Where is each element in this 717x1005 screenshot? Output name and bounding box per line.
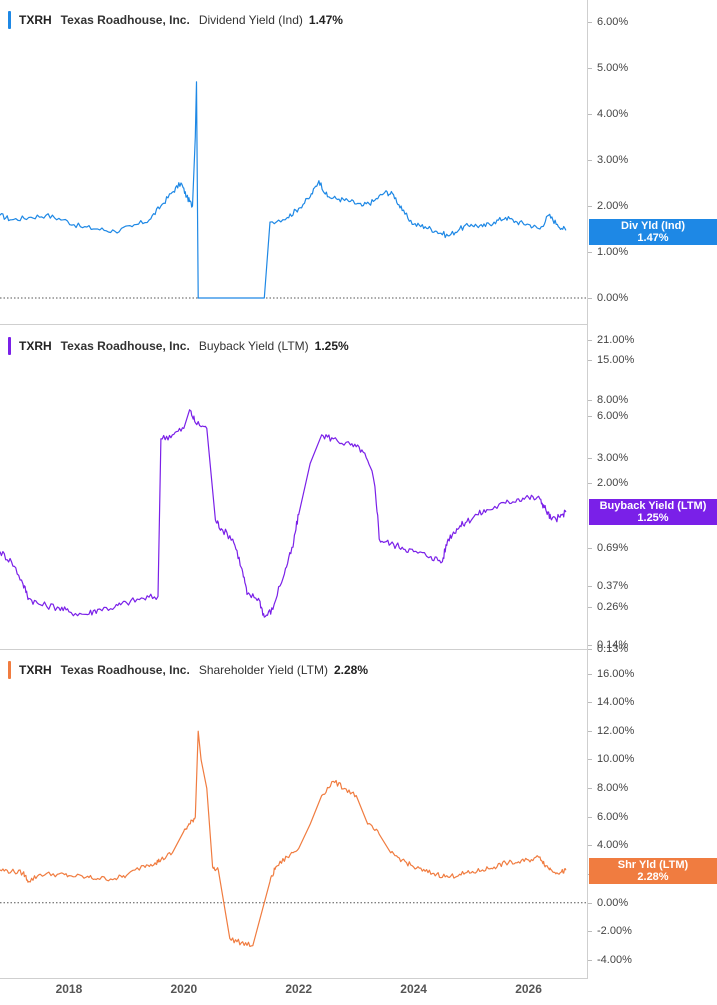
y-tick-mark bbox=[588, 114, 592, 115]
y-tick-label: 0.26% bbox=[597, 601, 629, 613]
y-tick-label: 0.37% bbox=[597, 580, 629, 592]
y-tick-mark bbox=[588, 788, 592, 789]
x-axis-line bbox=[0, 978, 588, 979]
badge-value: 1.47% bbox=[637, 232, 669, 244]
buyback-yield-header[interactable]: TXRH Texas Roadhouse, Inc. Buyback Yield… bbox=[8, 334, 355, 358]
y-tick-label: 6.00% bbox=[597, 16, 629, 28]
y-tick-label: 12.00% bbox=[597, 725, 635, 737]
y-tick-mark bbox=[588, 607, 592, 608]
company-name: Texas Roadhouse, Inc. bbox=[60, 663, 190, 677]
shareholder-yield-badge: Shr Yld (LTM) 2.28% bbox=[589, 858, 717, 884]
metric-name: Dividend Yield (Ind) bbox=[198, 13, 303, 27]
y-tick-mark bbox=[588, 252, 592, 253]
company-name: Texas Roadhouse, Inc. bbox=[60, 339, 190, 353]
y-tick-label: 8.00% bbox=[597, 782, 629, 794]
buyback-yield-badge: Buyback Yield (LTM) 1.25% bbox=[589, 499, 717, 525]
shareholder-yield-header[interactable]: TXRH Texas Roadhouse, Inc. Shareholder Y… bbox=[8, 658, 375, 682]
y-tick-mark bbox=[588, 160, 592, 161]
shareholder-yield-chart bbox=[0, 730, 586, 947]
y-tick-mark bbox=[588, 759, 592, 760]
dividend-yield-chart bbox=[0, 81, 586, 299]
y-tick-mark bbox=[588, 400, 592, 401]
y-tick-mark bbox=[588, 22, 592, 23]
panel-divider-2 bbox=[0, 649, 588, 650]
y-tick-mark bbox=[588, 845, 592, 846]
y-tick-label: 5.00% bbox=[597, 62, 629, 74]
y-tick-mark bbox=[588, 586, 592, 587]
y-tick-label: 1.00% bbox=[597, 246, 629, 258]
y-tick-label: 15.00% bbox=[597, 354, 635, 366]
series-line bbox=[0, 81, 567, 299]
y-tick-label: 3.00% bbox=[597, 452, 629, 464]
y-tick-mark bbox=[588, 702, 592, 703]
y-tick-mark bbox=[588, 649, 592, 650]
y-tick-mark bbox=[588, 68, 592, 69]
metric-value: 2.28% bbox=[334, 663, 369, 677]
y-tick-mark bbox=[588, 674, 592, 675]
y-tick-mark bbox=[588, 206, 592, 207]
badge-label: Shr Yld (LTM) bbox=[617, 859, 689, 871]
series-color-marker bbox=[8, 337, 11, 355]
metric-name: Shareholder Yield (LTM) bbox=[198, 663, 328, 677]
y-tick-mark bbox=[588, 960, 592, 961]
y-tick-label: 10.00% bbox=[597, 753, 635, 765]
x-tick-label: 2024 bbox=[400, 982, 427, 996]
y-tick-label: 16.00% bbox=[597, 668, 635, 680]
x-tick-label: 2026 bbox=[515, 982, 542, 996]
y-tick-label: 0.00% bbox=[597, 897, 629, 909]
y-tick-mark bbox=[588, 360, 592, 361]
metric-name: Buyback Yield (LTM) bbox=[198, 339, 309, 353]
x-tick-label: 2018 bbox=[55, 982, 83, 996]
series-color-marker bbox=[8, 11, 11, 29]
y-tick-mark bbox=[588, 817, 592, 818]
y-tick-mark bbox=[588, 416, 592, 417]
company-name: Texas Roadhouse, Inc. bbox=[60, 13, 190, 27]
buyback-yield-chart bbox=[0, 409, 567, 618]
y-tick-mark bbox=[588, 903, 592, 904]
ticker-label: TXRH bbox=[19, 339, 52, 353]
x-tick-label: 2022 bbox=[285, 982, 313, 996]
series-line bbox=[0, 730, 567, 947]
y-tick-mark bbox=[588, 340, 592, 341]
metric-value: 1.47% bbox=[308, 13, 343, 27]
badge-value: 2.28% bbox=[637, 871, 669, 883]
y-tick-mark bbox=[588, 298, 592, 299]
y-tick-label: 4.00% bbox=[597, 108, 629, 120]
y-axis-line bbox=[587, 0, 588, 978]
y-tick-mark bbox=[588, 548, 592, 549]
y-tick-label: 0.13% bbox=[597, 643, 629, 655]
y-tick-mark bbox=[588, 731, 592, 732]
ticker-label: TXRH bbox=[19, 13, 52, 27]
ticker-label: TXRH bbox=[19, 663, 52, 677]
y-tick-label: 8.00% bbox=[597, 394, 629, 406]
dividend-yield-header[interactable]: TXRH Texas Roadhouse, Inc. Dividend Yiel… bbox=[8, 8, 349, 32]
metric-value: 1.25% bbox=[314, 339, 349, 353]
panel-divider-1 bbox=[0, 324, 588, 325]
y-tick-label: 2.00% bbox=[597, 477, 629, 489]
y-tick-mark bbox=[588, 645, 592, 646]
y-tick-mark bbox=[588, 458, 592, 459]
y-tick-label: 21.00% bbox=[597, 334, 635, 346]
x-tick-label: 2020 bbox=[170, 982, 198, 996]
y-tick-mark bbox=[588, 483, 592, 484]
y-tick-label: -2.00% bbox=[597, 925, 632, 937]
y-tick-label: 3.00% bbox=[597, 154, 629, 166]
y-tick-label: 0.14% bbox=[597, 639, 629, 651]
y-tick-label: 4.00% bbox=[597, 839, 629, 851]
y-tick-label: -4.00% bbox=[597, 954, 632, 966]
y-tick-label: 6.00% bbox=[597, 811, 629, 823]
y-tick-label: 14.00% bbox=[597, 696, 635, 708]
y-tick-label: 0.69% bbox=[597, 542, 629, 554]
badge-value: 1.25% bbox=[637, 512, 669, 524]
series-line bbox=[0, 409, 567, 618]
y-tick-label: 6.00% bbox=[597, 410, 629, 422]
badge-label: Buyback Yield (LTM) bbox=[599, 500, 707, 512]
series-color-marker bbox=[8, 661, 11, 679]
y-tick-label: 2.00% bbox=[597, 200, 629, 212]
badge-label: Div Yld (Ind) bbox=[621, 220, 685, 232]
y-tick-mark bbox=[588, 931, 592, 932]
dividend-yield-badge: Div Yld (Ind) 1.47% bbox=[589, 219, 717, 245]
y-tick-label: 0.00% bbox=[597, 292, 629, 304]
